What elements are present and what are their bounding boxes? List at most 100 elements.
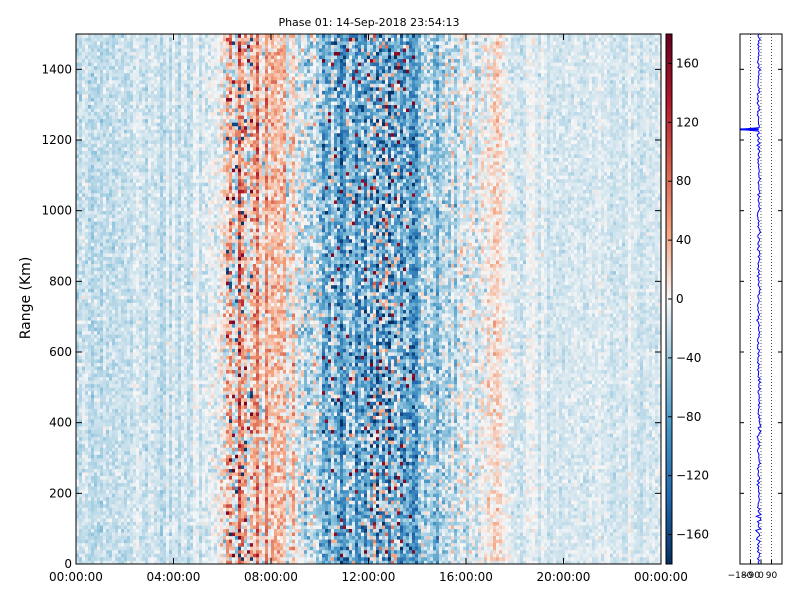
heatmap-cell	[169, 125, 173, 130]
heatmap-cell	[127, 369, 131, 374]
heatmap-cell	[154, 108, 158, 113]
heatmap-cell	[139, 238, 143, 243]
heatmap-cell	[163, 72, 167, 77]
heatmap-cell	[118, 97, 122, 102]
heatmap-cell	[94, 334, 98, 339]
heatmap-cell	[127, 309, 131, 314]
heatmap-cell	[160, 546, 164, 551]
heatmap-cell	[163, 281, 167, 286]
heatmap-cell	[139, 221, 143, 226]
heatmap-cell	[154, 51, 158, 56]
heatmap-cell	[100, 366, 104, 371]
heatmap-cell	[115, 306, 119, 310]
heatmap-cell	[103, 224, 107, 229]
heatmap-cell	[100, 419, 104, 424]
heatmap-cell	[139, 150, 143, 155]
heatmap-cell	[76, 443, 80, 448]
heatmap-cell	[136, 224, 140, 229]
heatmap-cell	[166, 539, 170, 544]
heatmap-cell	[172, 217, 176, 222]
heatmap-cell	[148, 44, 152, 49]
heatmap-cell	[160, 482, 164, 487]
heatmap-cell	[166, 337, 170, 342]
heatmap-cell	[79, 549, 83, 554]
heatmap-cell	[115, 482, 119, 487]
heatmap-cell	[85, 295, 89, 300]
heatmap-cell	[112, 539, 116, 544]
heatmap-cell	[169, 352, 173, 356]
heatmap-cell	[79, 327, 83, 332]
heatmap-cell	[136, 528, 140, 533]
heatmap-cell	[82, 518, 86, 522]
heatmap-cell	[124, 83, 128, 88]
heatmap-cell	[124, 560, 128, 565]
heatmap-cell	[91, 327, 95, 332]
heatmap-cell	[157, 111, 161, 116]
heatmap-cell	[160, 58, 164, 63]
heatmap-cell	[169, 118, 173, 123]
heatmap-cell	[121, 503, 125, 508]
heatmap-cell	[133, 214, 137, 219]
heatmap-cell	[142, 549, 146, 554]
heatmap-cell	[148, 525, 152, 530]
heatmap-cell	[100, 94, 104, 98]
heatmap-cell	[160, 429, 164, 434]
heatmap-cell	[79, 132, 83, 137]
heatmap-cell	[151, 440, 155, 445]
heatmap-cell	[112, 376, 116, 381]
heatmap-cell	[172, 369, 176, 374]
heatmap-cell	[88, 341, 92, 346]
heatmap-cell	[130, 426, 134, 431]
heatmap-cell	[88, 436, 92, 441]
heatmap-cell	[103, 415, 107, 420]
heatmap-cell	[133, 51, 137, 56]
heatmap-cell	[133, 249, 137, 254]
heatmap-cell	[118, 323, 122, 328]
heatmap-cell	[163, 450, 167, 455]
heatmap-cell	[151, 51, 155, 56]
heatmap-cell	[94, 362, 98, 367]
heatmap-cell	[124, 535, 128, 540]
heatmap-cell	[127, 136, 131, 141]
heatmap-cell	[79, 454, 83, 459]
heatmap-cell	[85, 500, 89, 505]
heatmap-cell	[148, 443, 152, 448]
heatmap-cell	[133, 521, 137, 526]
heatmap-cell	[127, 447, 131, 452]
heatmap-cell	[160, 34, 164, 38]
heatmap-cell	[88, 454, 92, 459]
heatmap-cell	[109, 511, 113, 515]
heatmap-cell	[115, 443, 119, 448]
heatmap-cell	[127, 111, 131, 116]
heatmap-cell	[82, 383, 86, 388]
heatmap-cell	[166, 37, 170, 42]
heatmap-cell	[175, 525, 179, 530]
heatmap-cell	[151, 412, 155, 416]
heatmap-cell	[145, 270, 149, 275]
heatmap-cell	[103, 76, 107, 81]
heatmap-cell	[118, 182, 122, 187]
heatmap-cell	[121, 242, 125, 247]
heatmap-cell	[118, 242, 122, 247]
heatmap-cell	[148, 468, 152, 473]
heatmap-cell	[115, 196, 119, 201]
heatmap-cell	[79, 443, 83, 448]
heatmap-cell	[85, 55, 89, 60]
heatmap-cell	[106, 253, 110, 257]
heatmap-cell	[172, 320, 176, 325]
heatmap-cell	[130, 200, 134, 204]
heatmap-cell	[154, 486, 158, 491]
heatmap-cell	[94, 83, 98, 88]
heatmap-cell	[94, 79, 98, 84]
heatmap-cell	[103, 337, 107, 342]
heatmap-cell	[136, 48, 140, 53]
heatmap-cell	[136, 323, 140, 328]
heatmap-cell	[85, 101, 89, 106]
heatmap-cell	[157, 383, 161, 388]
heatmap-cell	[79, 479, 83, 484]
heatmap-cell	[82, 72, 86, 77]
heatmap-cell	[124, 242, 128, 247]
heatmap-cell	[154, 330, 158, 335]
heatmap-cell	[79, 366, 83, 371]
heatmap-cell	[133, 48, 137, 53]
